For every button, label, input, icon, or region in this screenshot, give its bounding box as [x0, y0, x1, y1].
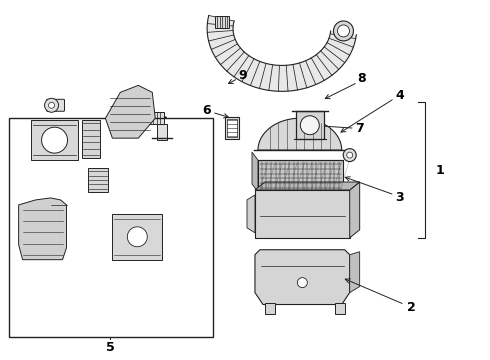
Polygon shape [252, 152, 258, 192]
Text: 1: 1 [435, 163, 444, 176]
FancyBboxPatch shape [296, 111, 324, 139]
Circle shape [127, 227, 147, 247]
Text: 10: 10 [112, 104, 129, 117]
Circle shape [334, 21, 353, 41]
Text: 2: 2 [407, 301, 416, 314]
Polygon shape [255, 182, 360, 190]
Circle shape [45, 98, 58, 112]
FancyBboxPatch shape [265, 302, 275, 315]
Circle shape [338, 25, 349, 37]
Circle shape [297, 278, 307, 288]
Text: 4: 4 [395, 89, 404, 102]
Circle shape [343, 149, 356, 162]
Polygon shape [255, 250, 350, 305]
Text: 3: 3 [395, 192, 404, 204]
Text: 8: 8 [357, 72, 366, 85]
Circle shape [300, 116, 319, 135]
Circle shape [49, 102, 54, 108]
Text: 6: 6 [202, 104, 210, 117]
FancyBboxPatch shape [89, 168, 108, 192]
Circle shape [347, 152, 353, 158]
FancyBboxPatch shape [225, 117, 239, 139]
Polygon shape [350, 182, 360, 238]
FancyBboxPatch shape [227, 119, 237, 137]
FancyBboxPatch shape [255, 190, 350, 238]
FancyBboxPatch shape [47, 99, 65, 111]
FancyBboxPatch shape [112, 214, 162, 260]
FancyBboxPatch shape [335, 302, 345, 315]
FancyBboxPatch shape [82, 120, 100, 158]
Polygon shape [157, 124, 167, 140]
Polygon shape [140, 112, 164, 124]
Text: 7: 7 [355, 122, 364, 135]
Polygon shape [105, 85, 155, 138]
FancyBboxPatch shape [30, 120, 78, 160]
Polygon shape [207, 15, 356, 91]
Text: 9: 9 [239, 69, 247, 82]
Polygon shape [19, 198, 67, 260]
Polygon shape [350, 252, 360, 293]
FancyBboxPatch shape [258, 160, 343, 192]
Polygon shape [247, 195, 255, 233]
Polygon shape [216, 16, 229, 28]
Polygon shape [258, 118, 342, 150]
Circle shape [42, 127, 68, 153]
Text: 5: 5 [106, 341, 115, 354]
